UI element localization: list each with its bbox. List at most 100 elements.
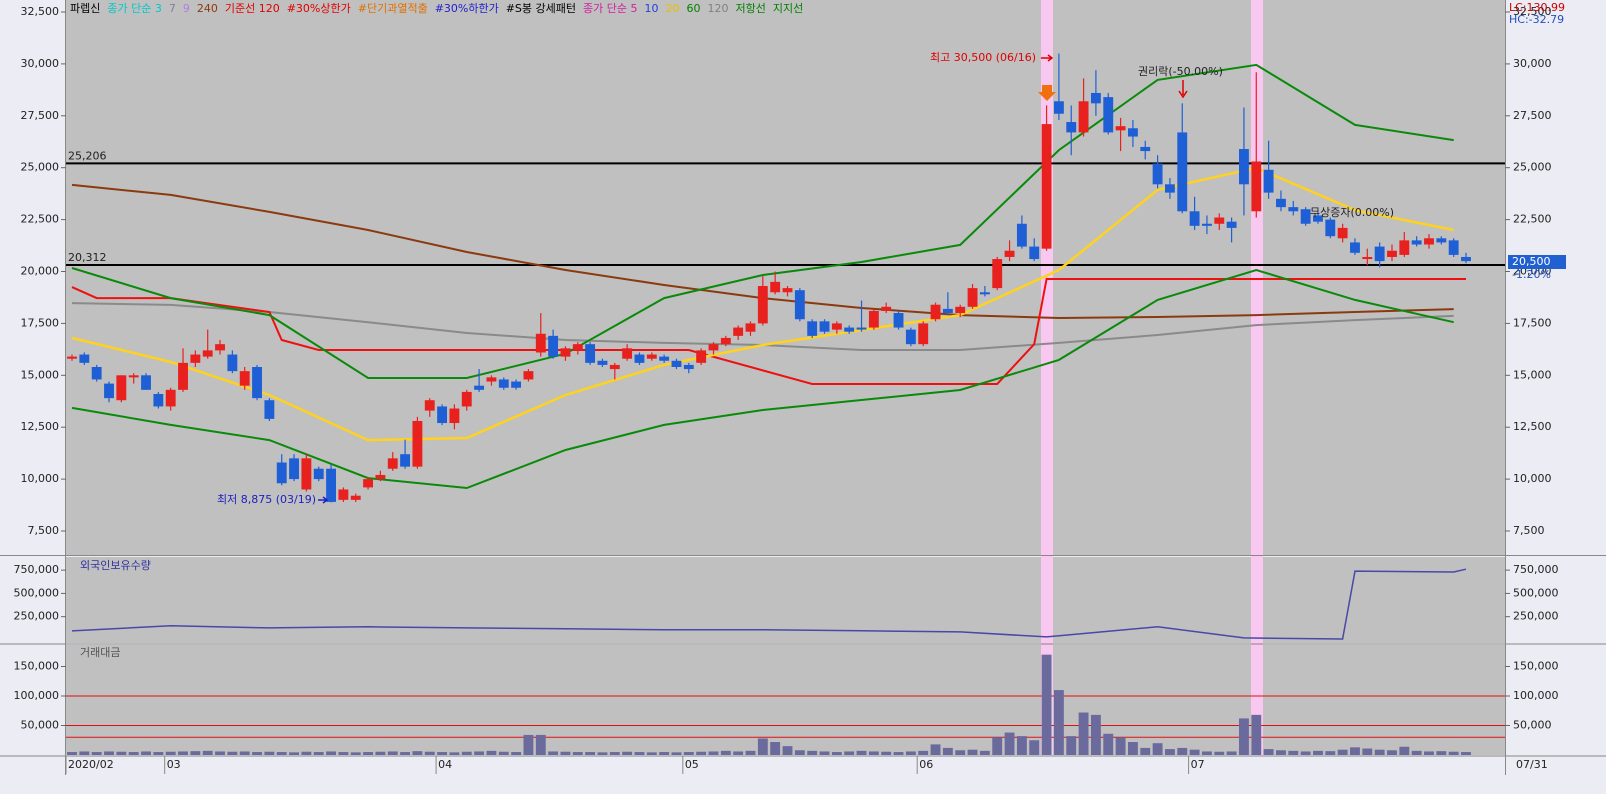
candle-body [979, 292, 990, 295]
candle-body [178, 362, 188, 390]
volume-bar [1461, 752, 1471, 755]
candle-body [128, 375, 139, 378]
y-tick-label: 150,000 [14, 659, 60, 672]
volume-bar [474, 751, 485, 755]
annotation-arrow [1178, 80, 1188, 99]
volume-bar [424, 751, 435, 755]
volume-bar [1066, 736, 1077, 755]
volume-bar [893, 752, 904, 755]
corner-label: HC:-32.79 [1509, 13, 1564, 26]
candle-body [942, 308, 953, 314]
y-tick-label: 22,500 [1513, 213, 1552, 226]
volume-bar [264, 751, 275, 755]
candle-body [1152, 163, 1163, 185]
candle-body [363, 479, 374, 488]
candle-body [474, 385, 485, 390]
volume-bar [1053, 690, 1064, 755]
volume-bar [560, 751, 571, 755]
volume-bar [239, 751, 250, 755]
y-tick-label: 15,000 [21, 368, 60, 381]
candle-body [671, 360, 682, 367]
volume-bar [276, 752, 287, 755]
legend-label: 파렙신 [70, 2, 100, 15]
candle-body [1115, 126, 1126, 131]
candle-body [1016, 223, 1027, 247]
volume-bar [1387, 750, 1397, 755]
reference-label: 20,312 [68, 251, 107, 264]
last-price-box [1508, 255, 1566, 269]
volume-bar [548, 751, 559, 755]
volume-bar [967, 749, 978, 755]
plot-layer: 파렙신 종가 단순 3 7 9 240 기준선 120 #30%상한가 #단기과열적출 #30%… [14, 1, 1559, 774]
volume-bar [326, 751, 336, 755]
y-tick-label: 17,500 [1513, 316, 1552, 329]
volume-bar [634, 752, 645, 755]
legend-label: #S봉 강세패턴 [506, 2, 576, 15]
candle-body [770, 281, 781, 293]
legend-label: 240 [197, 2, 218, 15]
volume-bar [609, 752, 620, 755]
annotation: 최고 30,500 (06/16) [930, 51, 1036, 64]
legend-label: 120 [708, 2, 729, 15]
volume-bar [1424, 751, 1434, 755]
candle-body [548, 335, 559, 357]
candle-body [955, 306, 966, 314]
legend-label: #30%상한가 [287, 2, 351, 15]
annotation: 최저 8,875 (03/19) [217, 493, 316, 506]
candle-body [659, 356, 670, 361]
volume-bar [1152, 743, 1163, 755]
volume-bar [1350, 747, 1360, 755]
candle-body [153, 393, 164, 407]
holdings-panel [66, 557, 1505, 643]
y-tick-label: 32,500 [21, 5, 60, 18]
volume-bar [363, 752, 374, 755]
y-tick-label: 150,000 [1513, 659, 1559, 672]
candle-body [79, 354, 90, 363]
volume-bar [1214, 751, 1225, 755]
volume-bar [745, 750, 756, 755]
candle-body [1066, 122, 1077, 133]
volume-bar [683, 752, 694, 755]
candle-body [696, 350, 707, 363]
x-tick-label: 06 [919, 758, 933, 771]
candle-body [1239, 149, 1249, 185]
candle-body [634, 354, 645, 363]
y-tick-label: 22,500 [21, 213, 60, 226]
y-tick-label: 12,500 [21, 420, 60, 433]
volume-bar [1004, 732, 1015, 755]
candle-body [387, 458, 398, 469]
volume-bar [116, 751, 127, 755]
volume-bar [1164, 749, 1175, 755]
candle-body [1436, 238, 1447, 243]
candle-body [276, 462, 287, 484]
candle-body [930, 304, 941, 320]
candle-body [905, 329, 916, 345]
candle-body [215, 344, 225, 351]
candle-body [1140, 146, 1151, 152]
volume-bar [1103, 733, 1114, 755]
volume-bar [67, 752, 77, 755]
y-tick-label: 15,000 [1513, 368, 1552, 381]
volume-bar [1263, 749, 1274, 755]
x-tick-label: 03 [167, 758, 181, 771]
volume-bar [104, 751, 114, 755]
panel-title: 외국인보유수량 [80, 559, 151, 572]
volume-bar [659, 752, 670, 755]
volume-bar [770, 742, 781, 755]
volume-bar [1016, 736, 1027, 755]
legend-label: 기준선 120 [225, 2, 280, 15]
candle-body [1399, 240, 1410, 255]
volume-bar [1300, 751, 1311, 755]
candle-body [831, 323, 842, 330]
candle-body [757, 286, 768, 324]
last-price: 20,500 [1512, 255, 1551, 268]
y-tick-label: 7,500 [28, 524, 60, 537]
candle-body [1313, 215, 1323, 222]
candle-body [1177, 132, 1188, 212]
volume-bar [1337, 749, 1348, 755]
moving-average [71, 278, 1466, 385]
volume-bar [807, 750, 818, 755]
volume-bar [449, 752, 460, 755]
legend-label: 종가 단순 3 [107, 2, 161, 15]
